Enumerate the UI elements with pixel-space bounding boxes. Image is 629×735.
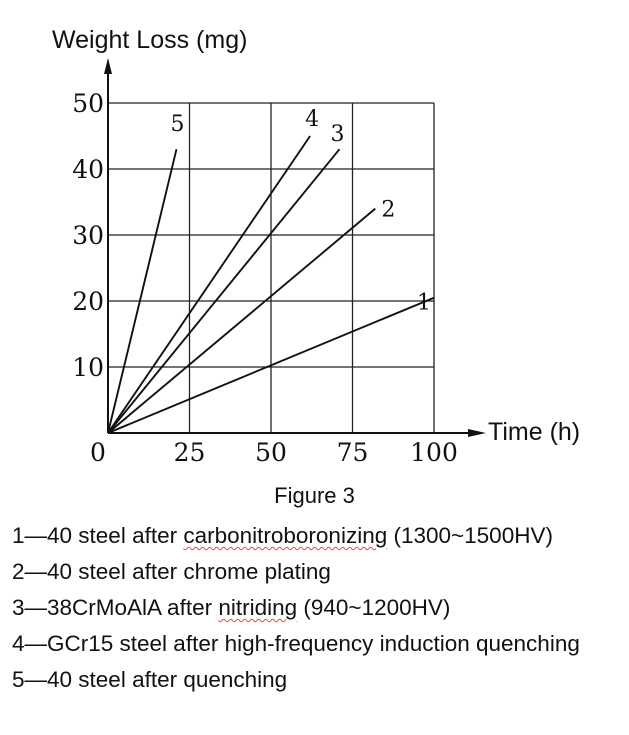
x-tick-label: 100 [410, 438, 458, 467]
series-label-4: 4 [305, 107, 319, 132]
legend-item-2: 2—40 steel after chrome plating [12, 554, 624, 590]
figure-caption: Figure 3 [274, 483, 355, 508]
legend-text: 3—38CrMoAlA after [12, 595, 219, 620]
y-axis-arrow [104, 58, 112, 74]
series-line-4 [107, 135, 311, 434]
y-tick-label: 20 [72, 287, 104, 316]
x-tick-label: 25 [174, 438, 206, 467]
legend-item-3: 3—38CrMoAlA after nitriding (940~1200HV) [12, 590, 624, 626]
series-lines [107, 135, 435, 434]
legend-text: 5—40 steel after quenching [12, 667, 288, 692]
x-axis-label: Time (h) [488, 418, 580, 446]
series-line-1 [107, 296, 435, 434]
chart: 10 20 30 40 50 0 25 50 75 100 1 2 34 5 Weight Loss (… [52, 26, 580, 467]
series-label-3: 3 [330, 122, 344, 147]
y-tick-label: 40 [72, 155, 104, 184]
y-tick-label: 50 [72, 89, 104, 118]
series-line-5 [107, 148, 178, 434]
grid [108, 102, 435, 433]
legend-item-1: 1—40 steel after carbonitroboronizing (1… [12, 518, 624, 554]
legend-underlined-term: carbonitroboronizing [183, 523, 388, 548]
legend-underlined-term: nitriding [218, 595, 298, 620]
x-tick-label: 0 [90, 438, 106, 467]
x-tick-label: 50 [255, 438, 287, 467]
legend-list: 1—40 steel after carbonitroboronizing (1… [12, 518, 624, 698]
legend-item-5: 5—40 steel after quenching [12, 662, 624, 698]
legend-text: 2—40 steel after chrome plating [12, 559, 331, 584]
x-axis-arrow [468, 429, 486, 437]
y-axis-label: Weight Loss (mg) [52, 26, 247, 54]
x-tick-label: 75 [337, 438, 369, 467]
series-line-2 [107, 207, 376, 434]
legend-item-4: 4—GCr15 steel after high-frequency induc… [12, 626, 624, 662]
y-tick-label: 30 [72, 221, 104, 250]
legend-text: 1—40 steel after [12, 523, 184, 548]
y-tick-label: 10 [72, 353, 104, 382]
legend-text: 4—GCr15 steel after high-frequency induc… [12, 631, 580, 656]
series-label-5: 5 [170, 112, 184, 137]
series-labels: 1 2 34 5 [170, 107, 431, 316]
legend-text-suffix: (940~1200HV) [297, 595, 451, 620]
axes [104, 58, 486, 437]
series-line-3 [107, 148, 341, 434]
legend-text-suffix: (1300~1500HV) [387, 523, 553, 548]
series-label-1: 1 [417, 291, 431, 316]
series-label-2: 2 [381, 198, 395, 223]
